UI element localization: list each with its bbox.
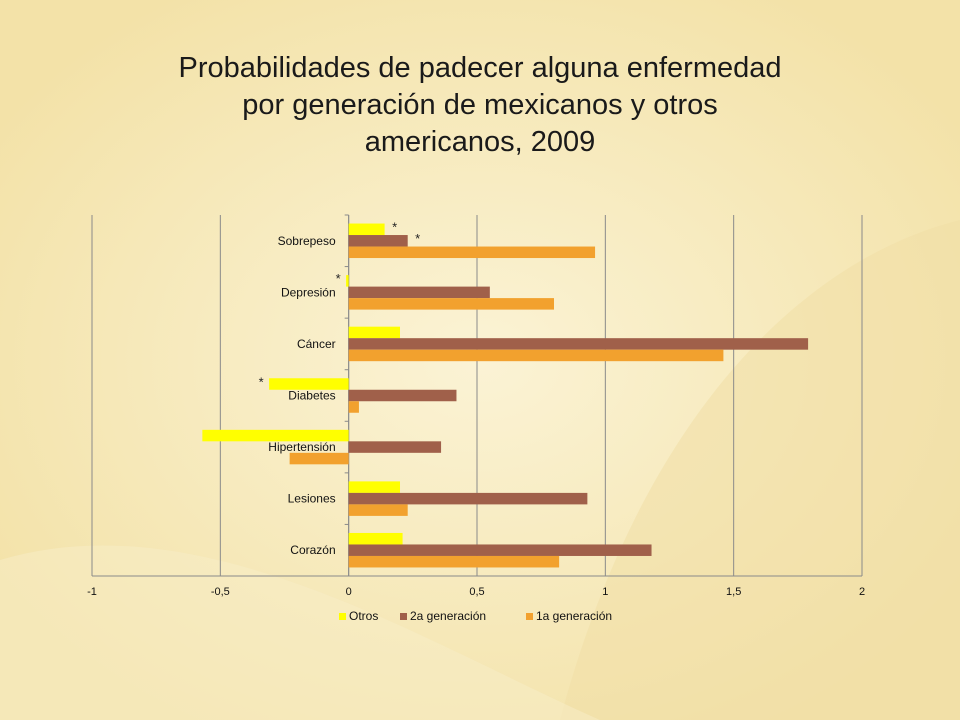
bar-hipertensión-2 [289,452,349,465]
category-label: Corazón [290,543,335,557]
title-line-2: por generación de mexicanos y otros [242,89,718,121]
bar-cáncer-2 [348,349,724,362]
x-tick-label: 2 [859,586,865,598]
category-label: Diabetes [288,389,335,403]
x-tick-label: -0,5 [211,586,230,598]
title-line-3: americanos, 2009 [364,126,596,158]
bar-cáncer-1 [348,338,809,350]
x-tick-label: 1,5 [726,586,741,598]
significance-star: * [259,374,264,389]
bar-lesiones-1 [348,492,588,505]
bar-sobrepeso-0 [348,223,385,236]
significance-star: * [392,220,397,235]
title-line-1: Probabilidades de padecer alguna enferme… [178,52,782,84]
legend-label: 2a generación [410,609,486,623]
bar-depresión-1 [348,286,490,299]
bar-corazón-1 [348,544,652,556]
bar-corazón-2 [348,555,560,568]
bar-corazón-0 [348,532,403,545]
legend-swatch [526,613,533,620]
bar-lesiones-0 [348,481,400,493]
category-label: Sobrepeso [278,234,336,248]
x-tick-label: 0 [346,586,352,598]
bar-sobrepeso-1 [348,235,408,247]
category-label: Cáncer [297,337,336,351]
slide-title: Probabilidades de padecer alguna enferme… [120,50,840,161]
legend-label: 1a generación [536,609,612,623]
legend-swatch [339,613,346,620]
x-tick-label: 0,5 [469,586,484,598]
category-label: Hipertensión [268,440,335,454]
bar-lesiones-2 [348,504,408,516]
category-label: Lesiones [288,492,336,506]
bar-diabetes-1 [348,389,457,402]
bar-cáncer-0 [348,326,400,339]
legend-label: Otros [349,609,378,623]
bar-hipertensión-0 [202,429,349,442]
bar-diabetes-2 [348,401,359,413]
category-label: Depresión [281,285,336,299]
x-tick-label: 1 [602,586,608,598]
significance-star: * [415,231,420,246]
x-tick-label: -1 [87,586,97,598]
bar-sobrepeso-2 [348,246,596,259]
significance-star: * [336,271,341,286]
bar-depresión-0 [346,275,349,287]
bar-depresión-2 [348,298,554,310]
legend-swatch [400,613,407,620]
bar-diabetes-0 [269,378,349,390]
bar-hipertensión-1 [348,441,442,453]
